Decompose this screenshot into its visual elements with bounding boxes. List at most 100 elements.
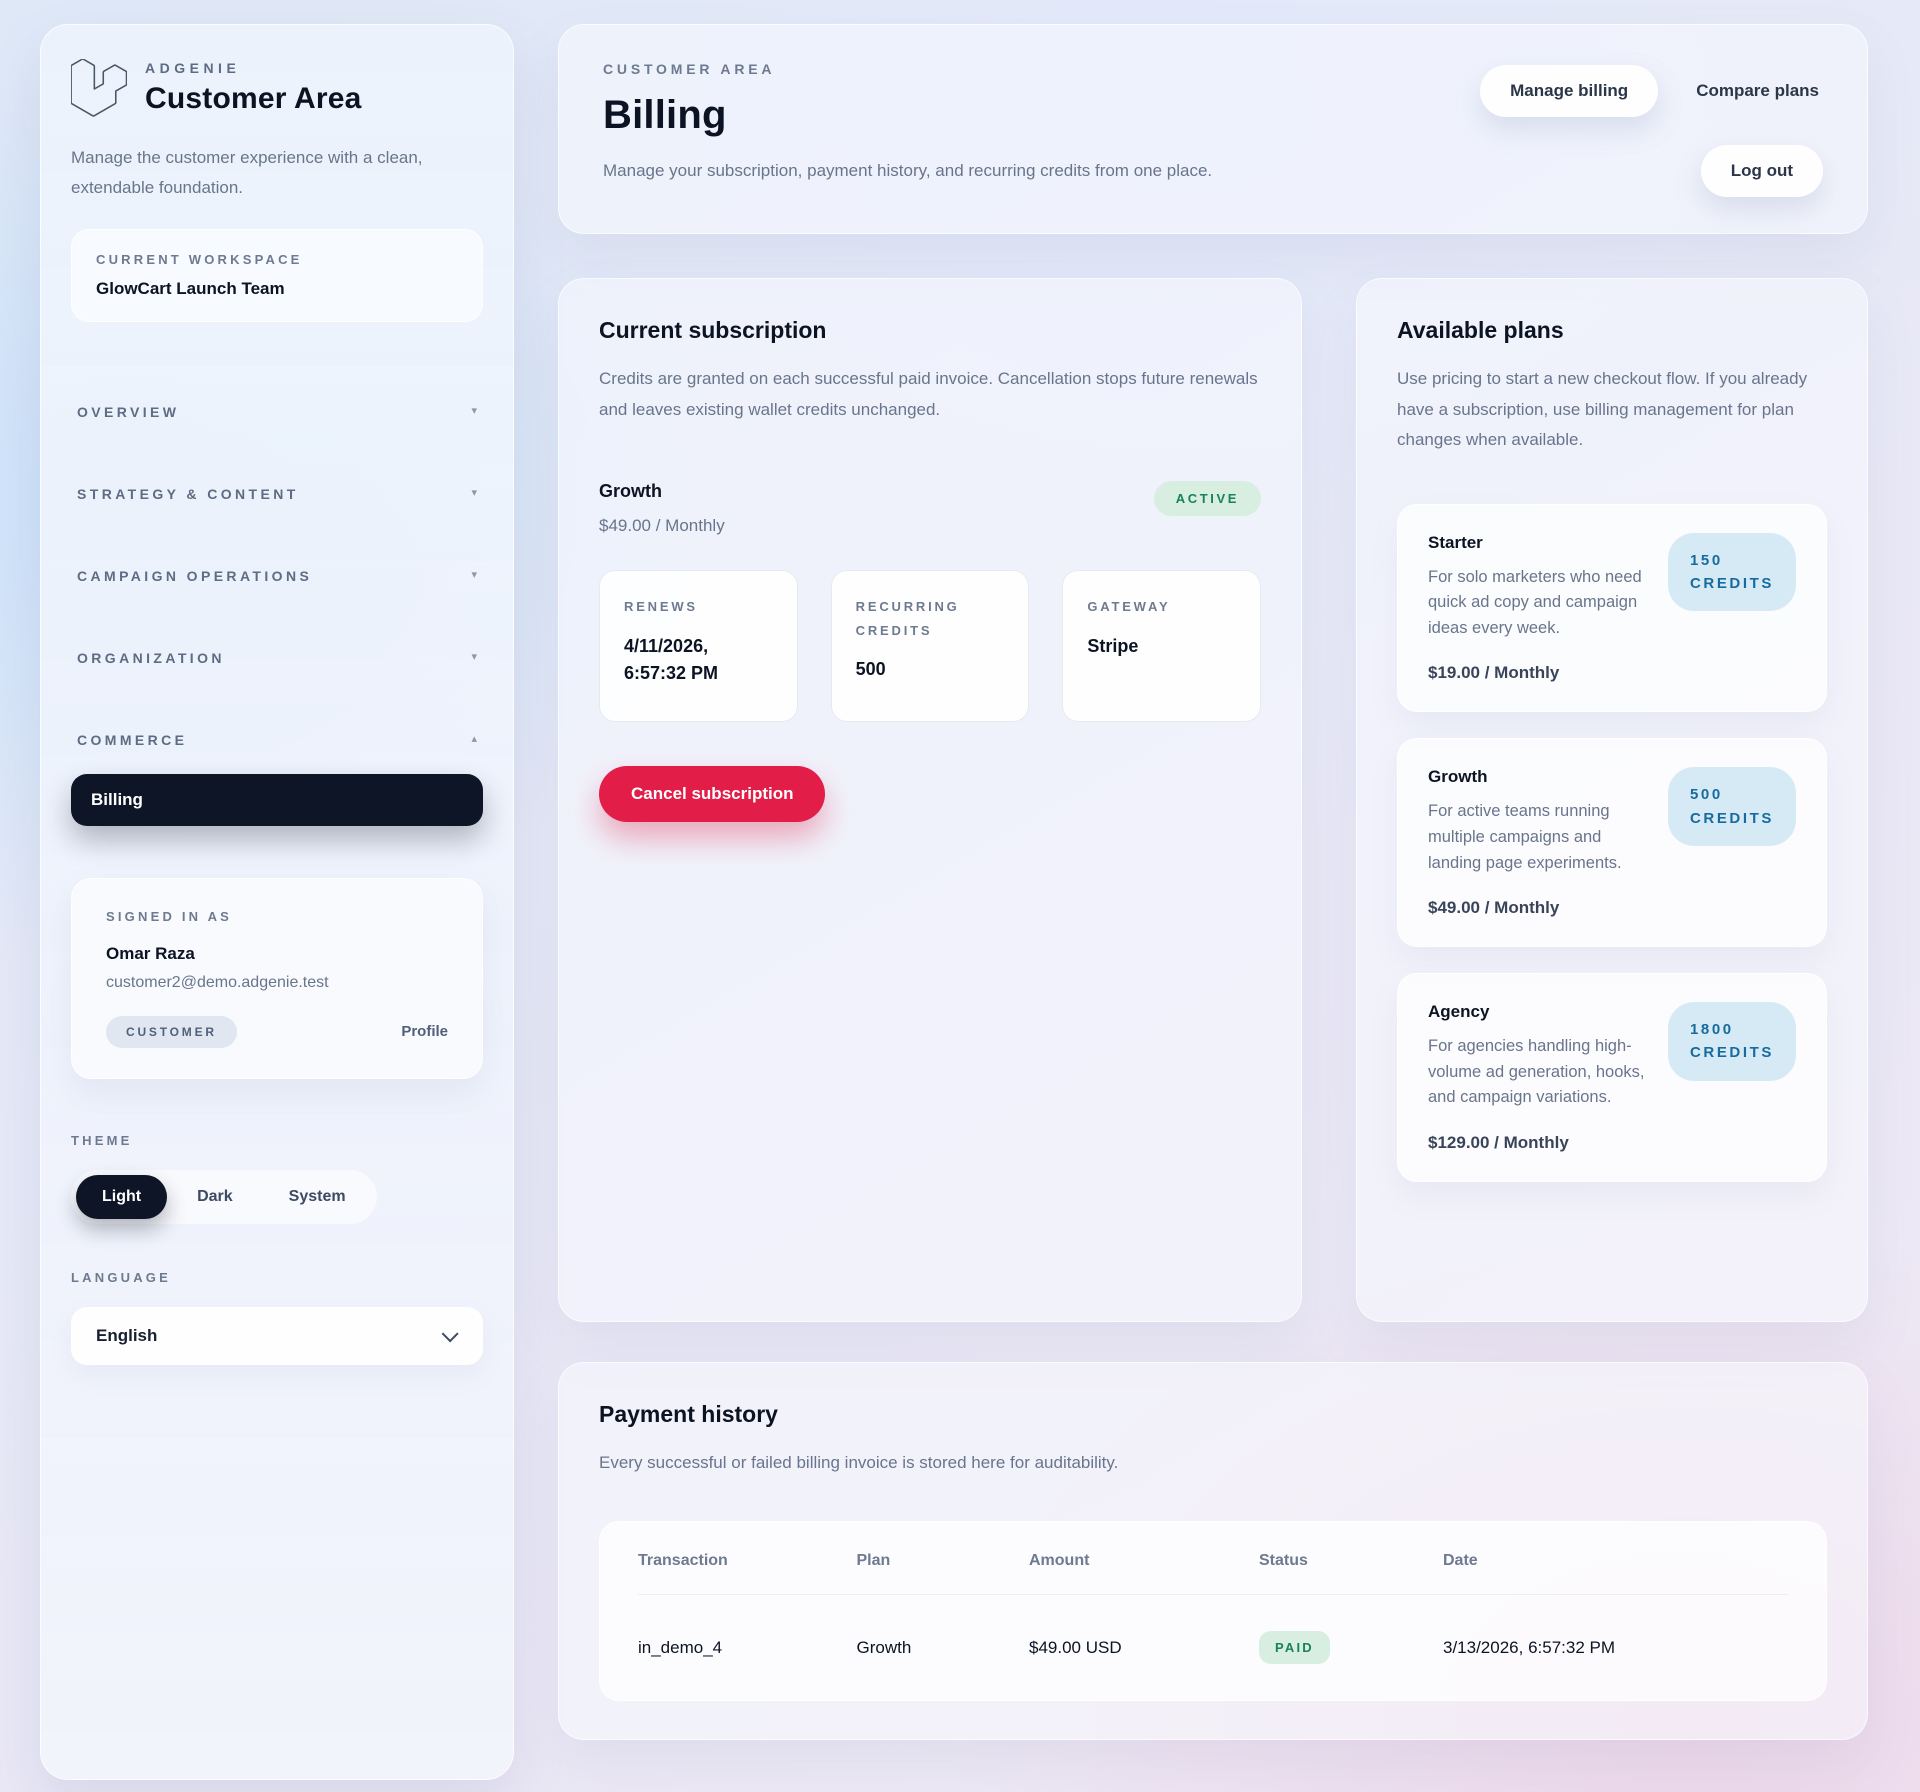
chevron-up-icon: ▴: [471, 733, 477, 745]
sidebar-item-commerce[interactable]: COMMERCE ▴: [71, 722, 483, 758]
recurring-credits-fact-card: RECURRING CREDITS 500: [830, 570, 1030, 723]
user-name: Omar Raza: [106, 943, 195, 963]
header-actions: Manage billing Compare plans Log out: [1480, 61, 1823, 197]
cancel-subscription-button[interactable]: Cancel subscription: [599, 766, 826, 823]
header-actions-row: Manage billing Compare plans: [1480, 65, 1823, 117]
content-row: Current subscription Credits are granted…: [558, 278, 1868, 1323]
signed-in-footer: CUSTOMER Profile: [106, 1015, 448, 1048]
sidebar-item-billing-active[interactable]: Billing: [71, 773, 483, 826]
chevron-down-icon: ▾: [471, 569, 477, 581]
credits-badge: 500 CREDITS: [1667, 767, 1796, 846]
plan-description: For active teams running multiple campai…: [1428, 802, 1622, 872]
plan-list: Starter For solo marketers who need quic…: [1397, 503, 1827, 1182]
plan-card-starter[interactable]: Starter For solo marketers who need quic…: [1397, 503, 1827, 713]
theme-label: THEME: [71, 1132, 133, 1148]
log-out-button[interactable]: Log out: [1700, 145, 1823, 197]
sidebar-item-organization[interactable]: ORGANIZATION ▾: [71, 640, 483, 676]
credits-unit: CREDITS: [1689, 809, 1774, 827]
chevron-down-icon: ▾: [471, 405, 477, 417]
language-select[interactable]: English: [71, 1306, 483, 1365]
theme-option-light[interactable]: Light: [76, 1174, 168, 1219]
credits-unit: CREDITS: [1689, 575, 1774, 593]
cell-date: 3/13/2026, 6:57:32 PM: [1443, 1637, 1616, 1657]
current-subscription-panel: Current subscription Credits are granted…: [558, 278, 1302, 1323]
sidebar-item-campaign-operations[interactable]: CAMPAIGN OPERATIONS ▾: [71, 558, 483, 594]
available-plans-title: Available plans: [1397, 317, 1564, 343]
cell-status: PAID: [1259, 1631, 1443, 1664]
plan-name: Growth: [1428, 767, 1488, 787]
chevron-down-icon: [441, 1324, 459, 1342]
profile-link[interactable]: Profile: [401, 1023, 448, 1040]
page-eyebrow: CUSTOMER AREA: [603, 61, 776, 77]
recurring-credits-value: 500: [855, 658, 886, 679]
workspace-value: GlowCart Launch Team: [96, 278, 285, 298]
brand-logo-icon: [71, 59, 127, 117]
subscription-facts: RENEWS 4/11/2026, 6:57:32 PM RECURRING C…: [599, 570, 1261, 723]
table-row: in_demo_4 Growth $49.00 USD PAID 3/13/20…: [638, 1595, 1788, 1664]
theme-option-system[interactable]: System: [263, 1175, 372, 1219]
available-plans-panel: Available plans Use pricing to start a n…: [1356, 278, 1868, 1323]
main-content: CUSTOMER AREA Billing Manage your subscr…: [558, 24, 1868, 1780]
column-plan: Plan: [856, 1552, 1029, 1595]
plan-description: For agencies handling high-volume ad gen…: [1428, 1037, 1645, 1107]
nav-label: CAMPAIGN OPERATIONS: [77, 567, 313, 584]
plan-description: For solo marketers who need quick ad cop…: [1428, 567, 1642, 637]
payment-history-panel: Payment history Every successful or fail…: [558, 1362, 1868, 1740]
language-label: LANGUAGE: [71, 1269, 171, 1285]
payment-history-description: Every successful or failed billing invoi…: [599, 1453, 1119, 1473]
chevron-down-icon: ▾: [471, 487, 477, 499]
credits-badge: 1800 CREDITS: [1667, 1002, 1796, 1081]
page-header: CUSTOMER AREA Billing Manage your subscr…: [558, 24, 1868, 234]
sidebar-tagline: Manage the customer experience with a cl…: [71, 148, 423, 197]
brand-text: ADGENIE Customer Area: [145, 60, 362, 116]
plan-price: $129.00 / Monthly: [1428, 1132, 1569, 1152]
chevron-down-icon: ▾: [471, 651, 477, 663]
language-value: English: [96, 1325, 158, 1345]
plan-info: Starter For solo marketers who need quic…: [1428, 533, 1650, 684]
current-plan-price: $49.00 / Monthly: [599, 516, 725, 536]
current-workspace-card: CURRENT WORKSPACE GlowCart Launch Team: [71, 228, 483, 322]
recurring-credits-label: RECURRING CREDITS: [855, 599, 960, 638]
renews-value: 4/11/2026, 6:57:32 PM: [624, 635, 719, 683]
gateway-label: GATEWAY: [1087, 599, 1171, 615]
role-badge: CUSTOMER: [106, 1015, 237, 1048]
nav-label: STRATEGY & CONTENT: [77, 485, 299, 502]
plan-card-growth[interactable]: Growth For active teams running multiple…: [1397, 738, 1827, 948]
signed-in-card: SIGNED IN AS Omar Raza customer2@demo.ad…: [71, 877, 483, 1079]
plan-card-agency[interactable]: Agency For agencies handling high-volume…: [1397, 973, 1827, 1182]
plan-price: $49.00 / Monthly: [1428, 898, 1560, 918]
workspace-label: CURRENT WORKSPACE: [96, 251, 303, 267]
sidebar: ADGENIE Customer Area Manage the custome…: [40, 24, 514, 1780]
renews-label: RENEWS: [624, 599, 698, 615]
user-email: customer2@demo.adgenie.test: [106, 973, 329, 991]
plan-price: $19.00 / Monthly: [1428, 663, 1560, 683]
payment-history-title: Payment history: [599, 1401, 778, 1428]
plan-info: Agency For agencies handling high-volume…: [1428, 1002, 1650, 1153]
gateway-value: Stripe: [1087, 635, 1139, 656]
cell-plan: Growth: [856, 1637, 912, 1657]
status-badge: ACTIVE: [1153, 481, 1261, 517]
credits-amount: 500: [1689, 786, 1723, 804]
manage-billing-button[interactable]: Manage billing: [1480, 65, 1659, 117]
column-date: Date: [1443, 1552, 1788, 1595]
cell-transaction: in_demo_4: [638, 1637, 723, 1657]
page-description: Manage your subscription, payment histor…: [603, 161, 1213, 180]
sidebar-item-overview[interactable]: OVERVIEW ▾: [71, 394, 483, 430]
theme-segmented-control: Light Dark System: [71, 1169, 377, 1224]
nav-label: ORGANIZATION: [77, 649, 225, 666]
plan-info: Growth For active teams running multiple…: [1428, 767, 1650, 918]
table-header-row: Transaction Plan Amount Status Date: [638, 1552, 1788, 1595]
brand-title: Customer Area: [145, 82, 362, 115]
compare-plans-button[interactable]: Compare plans: [1692, 71, 1823, 111]
sidebar-nav: OVERVIEW ▾ STRATEGY & CONTENT ▾ CAMPAIGN…: [71, 394, 483, 872]
current-subscription-description: Credits are granted on each successful p…: [599, 369, 1258, 419]
credits-amount: 1800: [1689, 1021, 1734, 1039]
nav-label: OVERVIEW: [77, 403, 180, 420]
credits-badge: 150 CREDITS: [1667, 532, 1796, 612]
signed-in-label: SIGNED IN AS: [106, 908, 233, 924]
sidebar-item-strategy-content[interactable]: STRATEGY & CONTENT ▾: [71, 476, 483, 512]
page-header-text: CUSTOMER AREA Billing Manage your subscr…: [603, 61, 1212, 197]
theme-option-dark[interactable]: Dark: [171, 1175, 259, 1219]
plan-name: Starter: [1428, 532, 1483, 552]
